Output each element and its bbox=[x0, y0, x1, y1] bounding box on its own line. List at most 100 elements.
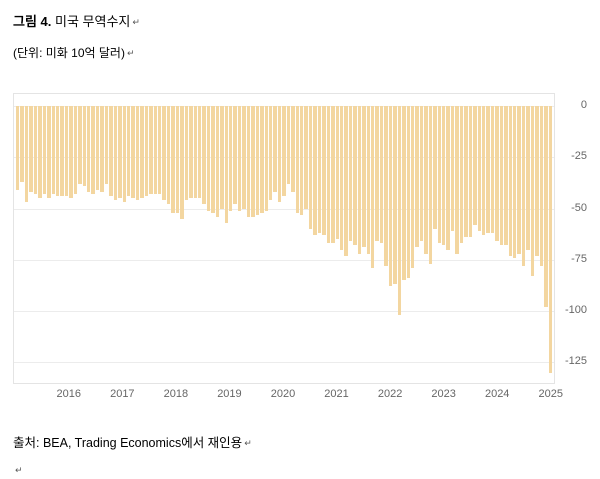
bar bbox=[95, 106, 100, 191]
bar bbox=[353, 106, 357, 246]
bar bbox=[273, 106, 277, 193]
bar bbox=[184, 106, 189, 201]
trailing-paragraph: ↵ bbox=[13, 463, 600, 477]
bar bbox=[539, 106, 544, 266]
bar bbox=[544, 106, 548, 307]
bar bbox=[215, 106, 220, 217]
unit-text: (단위: 미화 10억 달러) bbox=[13, 46, 125, 60]
bar bbox=[211, 106, 215, 213]
bar bbox=[24, 106, 29, 203]
line-break-icon: ↵ bbox=[126, 48, 135, 58]
bar bbox=[486, 106, 490, 234]
bar bbox=[322, 106, 326, 236]
bar bbox=[446, 106, 450, 250]
bar bbox=[109, 106, 113, 197]
x-tick-label: 2023 bbox=[431, 388, 456, 400]
bar bbox=[251, 106, 255, 217]
bar bbox=[242, 106, 246, 209]
bar bbox=[64, 106, 69, 197]
bar bbox=[464, 106, 468, 238]
bar bbox=[459, 106, 464, 244]
bar bbox=[60, 106, 64, 197]
bar bbox=[166, 106, 171, 205]
figure-title: 미국 무역수지 bbox=[51, 14, 131, 29]
bar bbox=[477, 106, 481, 232]
bar bbox=[362, 106, 366, 248]
bar bbox=[233, 106, 237, 205]
bar bbox=[237, 106, 242, 211]
x-tick-label: 2021 bbox=[324, 388, 349, 400]
bar bbox=[402, 106, 406, 281]
y-tick-label: -125 bbox=[564, 355, 587, 368]
bar bbox=[42, 106, 47, 195]
bar bbox=[517, 106, 521, 254]
line-break-icon: ↵ bbox=[15, 465, 23, 475]
bar bbox=[175, 106, 180, 213]
bar bbox=[202, 106, 206, 205]
bar bbox=[375, 106, 379, 242]
x-tick-label: 2025 bbox=[538, 388, 563, 400]
bar bbox=[113, 106, 118, 201]
bar bbox=[357, 106, 362, 254]
unit-label: (단위: 미화 10억 달러) ↵ bbox=[13, 46, 600, 61]
bar bbox=[118, 106, 122, 199]
bar bbox=[131, 106, 135, 199]
bar bbox=[331, 106, 335, 244]
bar bbox=[193, 106, 197, 199]
gridline bbox=[14, 208, 554, 210]
bars-container bbox=[16, 106, 552, 373]
y-tick-label: -50 bbox=[571, 201, 587, 214]
bar bbox=[442, 106, 446, 246]
page-title: 그림 4. 미국 무역수지 ↵ bbox=[13, 14, 600, 30]
bar bbox=[286, 106, 291, 184]
bar bbox=[104, 106, 109, 184]
bar bbox=[326, 106, 331, 244]
bar bbox=[428, 106, 433, 264]
bar bbox=[87, 106, 91, 193]
bar bbox=[206, 106, 211, 211]
bar bbox=[410, 106, 415, 268]
x-tick-label: 2019 bbox=[217, 388, 242, 400]
bar bbox=[220, 106, 224, 209]
bar bbox=[304, 106, 308, 209]
x-tick-label: 2018 bbox=[163, 388, 189, 400]
bar bbox=[371, 106, 375, 268]
bar bbox=[295, 106, 299, 213]
bar bbox=[55, 106, 60, 197]
bar bbox=[521, 106, 526, 266]
bar bbox=[153, 106, 157, 195]
bar bbox=[526, 106, 530, 250]
x-tick-label: 2024 bbox=[484, 388, 510, 400]
bar bbox=[481, 106, 486, 236]
source-text: 출처: BEA, Trading Economics에서 재인용 ↵ bbox=[13, 435, 600, 451]
bar bbox=[406, 106, 410, 279]
bar bbox=[490, 106, 495, 234]
bar bbox=[393, 106, 397, 285]
bar bbox=[437, 106, 441, 244]
bar bbox=[548, 106, 552, 373]
bar bbox=[29, 106, 33, 193]
bar bbox=[535, 106, 539, 256]
bar bbox=[339, 106, 344, 250]
x-tick-label: 2016 bbox=[56, 388, 82, 400]
trade-balance-chart: 0 -25 -50 -75 -100 -125 2016 2017 2018 2019 2020 20… bbox=[13, 93, 587, 405]
bar bbox=[300, 106, 304, 215]
bar bbox=[317, 106, 322, 234]
bar bbox=[158, 106, 162, 195]
bar bbox=[135, 106, 140, 201]
bar bbox=[162, 106, 166, 201]
plot-area bbox=[13, 93, 555, 384]
bar bbox=[344, 106, 348, 256]
bar bbox=[100, 106, 104, 193]
bar bbox=[73, 106, 78, 195]
bar bbox=[450, 106, 455, 232]
bar bbox=[69, 106, 73, 199]
bar bbox=[126, 106, 131, 197]
bar bbox=[495, 106, 499, 242]
bar bbox=[468, 106, 473, 238]
gridline bbox=[14, 362, 554, 364]
bar bbox=[264, 106, 268, 211]
bar bbox=[277, 106, 282, 203]
x-tick-label: 2020 bbox=[270, 388, 296, 400]
bar bbox=[255, 106, 260, 215]
